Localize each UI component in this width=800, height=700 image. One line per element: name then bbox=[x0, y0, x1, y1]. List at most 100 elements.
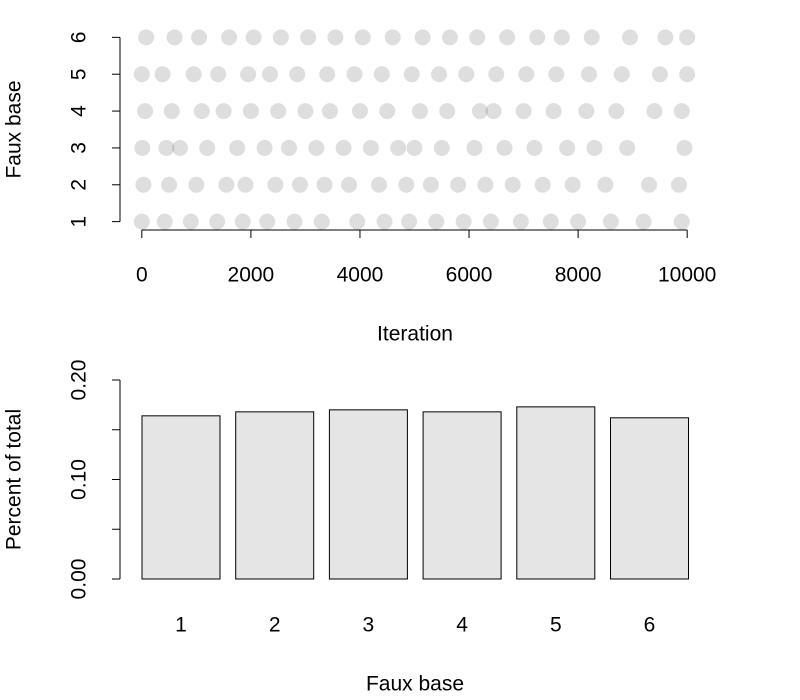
point bbox=[422, 176, 439, 193]
point bbox=[431, 66, 448, 83]
point bbox=[341, 176, 358, 193]
y-tick-label: 6 bbox=[68, 32, 91, 44]
point bbox=[657, 29, 674, 46]
y-tick-label: 0.10 bbox=[68, 459, 91, 500]
point bbox=[384, 29, 401, 46]
point bbox=[504, 176, 521, 193]
point bbox=[191, 29, 208, 46]
point bbox=[499, 29, 516, 46]
y-tick-label: 4 bbox=[68, 105, 91, 117]
point bbox=[373, 66, 390, 83]
bar bbox=[422, 411, 502, 580]
y-tick-label: 2 bbox=[68, 179, 91, 191]
point bbox=[161, 176, 178, 193]
point bbox=[272, 29, 289, 46]
point bbox=[210, 66, 227, 83]
point bbox=[458, 66, 475, 83]
point bbox=[583, 29, 600, 46]
point bbox=[485, 103, 502, 120]
point bbox=[676, 139, 693, 156]
point bbox=[559, 139, 576, 156]
bar bbox=[610, 417, 689, 580]
point bbox=[289, 66, 306, 83]
point bbox=[137, 103, 154, 120]
point bbox=[482, 213, 499, 230]
point bbox=[512, 213, 529, 230]
point bbox=[199, 139, 216, 156]
point bbox=[526, 139, 543, 156]
point bbox=[133, 66, 150, 83]
point bbox=[234, 213, 251, 230]
point bbox=[259, 213, 276, 230]
y-tick-label: 1 bbox=[68, 216, 91, 228]
point bbox=[621, 29, 638, 46]
x-axis-title: Faux base bbox=[366, 673, 464, 696]
point bbox=[542, 213, 559, 230]
x-tick-label: 2 bbox=[269, 614, 281, 637]
point bbox=[455, 213, 472, 230]
point bbox=[171, 139, 188, 156]
x-tick-label: 2000 bbox=[228, 264, 275, 287]
point bbox=[679, 66, 696, 83]
point bbox=[261, 66, 278, 83]
point bbox=[316, 176, 333, 193]
point bbox=[379, 103, 396, 120]
x-tick-label: 4000 bbox=[337, 264, 384, 287]
point bbox=[221, 29, 238, 46]
point bbox=[242, 103, 259, 120]
point bbox=[215, 103, 232, 120]
x-axis-title: Iteration bbox=[377, 323, 453, 346]
point bbox=[158, 139, 175, 156]
point bbox=[376, 213, 393, 230]
y-tick-label: 3 bbox=[68, 142, 91, 154]
point bbox=[327, 29, 344, 46]
point bbox=[433, 139, 450, 156]
point bbox=[335, 139, 352, 156]
bar bbox=[328, 409, 408, 580]
point bbox=[673, 213, 690, 230]
point bbox=[671, 176, 688, 193]
point bbox=[218, 176, 235, 193]
point bbox=[441, 29, 458, 46]
point bbox=[182, 213, 199, 230]
point bbox=[267, 176, 284, 193]
point bbox=[138, 29, 155, 46]
point bbox=[351, 103, 368, 120]
point bbox=[256, 139, 273, 156]
point bbox=[439, 103, 456, 120]
point bbox=[619, 139, 636, 156]
point bbox=[349, 213, 366, 230]
point bbox=[371, 176, 388, 193]
point bbox=[602, 213, 619, 230]
y-tick-label: 0.20 bbox=[68, 360, 91, 401]
point bbox=[286, 213, 303, 230]
point bbox=[469, 29, 486, 46]
point bbox=[362, 139, 379, 156]
x-tick-label: 5 bbox=[550, 614, 562, 637]
point bbox=[398, 176, 415, 193]
point bbox=[581, 66, 598, 83]
point bbox=[635, 213, 652, 230]
point bbox=[411, 103, 428, 120]
y-tick-label: 5 bbox=[68, 68, 91, 80]
point bbox=[679, 29, 696, 46]
bar bbox=[141, 415, 221, 580]
point bbox=[166, 29, 183, 46]
point bbox=[428, 213, 445, 230]
point bbox=[488, 66, 505, 83]
point bbox=[185, 66, 202, 83]
point bbox=[466, 139, 483, 156]
point bbox=[308, 139, 325, 156]
point bbox=[553, 29, 570, 46]
point bbox=[156, 213, 173, 230]
x-tick-label: 8000 bbox=[555, 264, 602, 287]
bar bbox=[235, 411, 315, 580]
y-axis-title: Percent of total bbox=[3, 409, 26, 550]
point bbox=[518, 66, 535, 83]
point bbox=[154, 66, 171, 83]
point bbox=[608, 103, 625, 120]
point bbox=[578, 103, 595, 120]
point bbox=[548, 66, 565, 83]
